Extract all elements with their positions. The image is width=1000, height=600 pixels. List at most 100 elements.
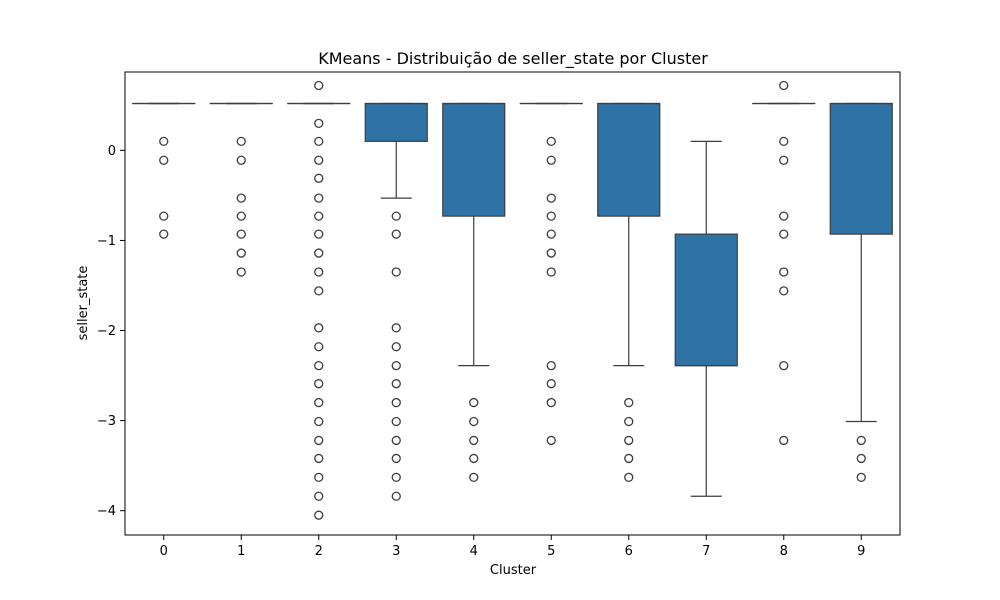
outlier-point xyxy=(546,193,556,203)
outlier-point xyxy=(546,361,556,371)
outlier-point xyxy=(779,136,789,147)
box-cluster-7 xyxy=(674,140,738,497)
outlier-point xyxy=(391,342,401,352)
outlier-point xyxy=(391,211,401,221)
y-axis-label: seller_state xyxy=(76,266,91,341)
outlier-point xyxy=(314,435,324,446)
outlier-point xyxy=(779,155,789,165)
box-iqr xyxy=(442,102,506,217)
outlier-point xyxy=(314,248,324,258)
outlier-point xyxy=(469,435,479,446)
outlier-point xyxy=(546,229,556,239)
box-iqr xyxy=(597,102,661,217)
outlier-point xyxy=(314,361,324,371)
outlier-point xyxy=(236,267,246,277)
outlier-point xyxy=(314,323,324,333)
x-tick-label: 9 xyxy=(857,544,865,559)
box-cluster-8 xyxy=(752,80,816,446)
x-tick-label: 6 xyxy=(625,544,633,559)
outlier-point xyxy=(314,510,324,520)
y-tick-label: −3 xyxy=(97,414,116,429)
outlier-point xyxy=(314,136,324,147)
x-tick-label: 8 xyxy=(780,544,788,559)
y-tick-label: 0 xyxy=(108,144,116,159)
outlier-point xyxy=(391,397,401,408)
outlier-point xyxy=(391,229,401,239)
plot-frame xyxy=(124,71,901,536)
outlier-point xyxy=(779,229,789,239)
outlier-point xyxy=(856,453,866,464)
outlier-point xyxy=(314,416,324,427)
box-cluster-9 xyxy=(829,102,893,483)
plot-content xyxy=(132,80,893,520)
outlier-point xyxy=(391,491,401,501)
outlier-point xyxy=(314,286,324,296)
outlier-point xyxy=(469,416,479,427)
outlier-point xyxy=(391,267,401,277)
outlier-point xyxy=(314,211,324,221)
box-cluster-1 xyxy=(209,102,273,277)
x-tick-label: 0 xyxy=(160,544,168,559)
outlier-point xyxy=(159,229,169,239)
box-cluster-3 xyxy=(364,102,428,501)
box-iqr xyxy=(674,233,738,367)
chart-title: KMeans - Distribuição de seller_state po… xyxy=(318,49,708,69)
outlier-point xyxy=(236,155,246,165)
outlier-point xyxy=(546,136,556,147)
outlier-point xyxy=(624,453,634,464)
outlier-point xyxy=(159,155,169,165)
outlier-point xyxy=(779,80,789,91)
outlier-point xyxy=(779,286,789,296)
x-axis: 0 1 2 3 4 5 6 7 8 9 xyxy=(160,535,865,559)
x-tick-label: 5 xyxy=(547,544,555,559)
outlier-point xyxy=(546,248,556,258)
outlier-point xyxy=(546,267,556,277)
outlier-point xyxy=(159,136,169,147)
outlier-point xyxy=(624,472,634,483)
outlier-point xyxy=(314,342,324,352)
x-tick-label: 7 xyxy=(702,544,710,559)
y-tick-label: −2 xyxy=(97,324,116,339)
outlier-point xyxy=(469,472,479,483)
outlier-point xyxy=(314,155,324,165)
box-cluster-6 xyxy=(597,102,661,483)
y-tick-label: −4 xyxy=(97,504,116,519)
outlier-point xyxy=(236,136,246,147)
outlier-point xyxy=(236,193,246,203)
x-tick-label: 3 xyxy=(392,544,400,559)
x-tick-label: 4 xyxy=(470,544,478,559)
outlier-point xyxy=(546,211,556,221)
box-iqr xyxy=(364,102,428,142)
outlier-point xyxy=(624,416,634,427)
box-iqr xyxy=(829,102,893,235)
outlier-point xyxy=(391,472,401,483)
outlier-point xyxy=(236,248,246,258)
outlier-point xyxy=(314,229,324,239)
outlier-point xyxy=(779,435,789,446)
outlier-point xyxy=(624,397,634,408)
outlier-point xyxy=(469,397,479,408)
outlier-point xyxy=(391,379,401,389)
outlier-point xyxy=(159,211,169,221)
box-cluster-5 xyxy=(519,102,583,446)
outlier-point xyxy=(856,472,866,483)
outlier-point xyxy=(779,211,789,221)
outlier-point xyxy=(314,379,324,389)
x-axis-label: Cluster xyxy=(490,563,537,578)
outlier-point xyxy=(314,267,324,277)
outlier-point xyxy=(314,118,324,128)
outlier-point xyxy=(391,323,401,333)
x-tick-label: 1 xyxy=(237,544,245,559)
outlier-point xyxy=(546,155,556,165)
outlier-point xyxy=(779,361,789,371)
outlier-point xyxy=(236,229,246,239)
outlier-point xyxy=(314,193,324,203)
box-cluster-4 xyxy=(442,102,506,483)
outlier-point xyxy=(314,472,324,483)
outlier-point xyxy=(314,453,324,464)
outlier-point xyxy=(546,397,556,408)
outlier-point xyxy=(469,453,479,464)
outlier-point xyxy=(856,435,866,446)
